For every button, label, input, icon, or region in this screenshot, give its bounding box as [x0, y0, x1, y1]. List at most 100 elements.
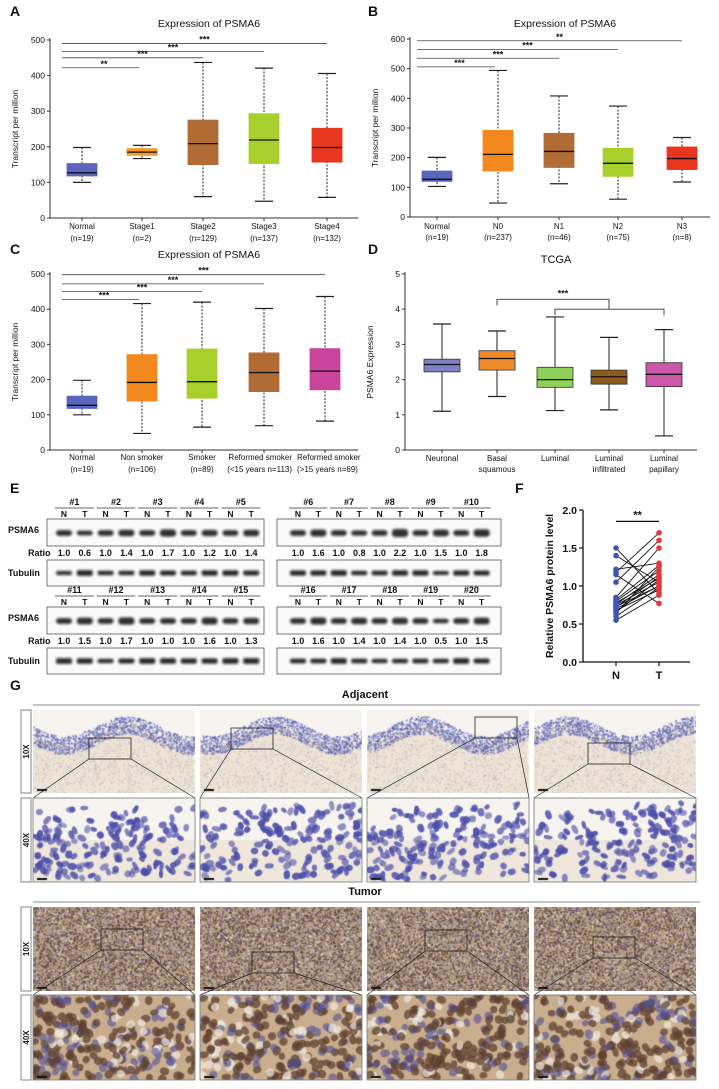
ratio-value: 1.7: [120, 636, 133, 646]
row-label-tubulin: Tubulin: [8, 568, 40, 578]
sample-label: #16: [301, 585, 316, 595]
band-tubulin: [330, 570, 347, 576]
significance-label: ***: [137, 283, 148, 293]
x-tick-sublabel: (>15 years n=69): [297, 465, 358, 474]
panel-label-E: E: [10, 480, 19, 496]
x-tick-label: Smoker: [188, 453, 216, 462]
y-tick-label: 400: [31, 71, 45, 81]
ratio-value: 1.5: [435, 548, 448, 558]
pair-line: [615, 594, 660, 621]
band-tubulin: [76, 658, 93, 664]
band-psma6: [330, 618, 347, 624]
ihc-image-adj-40X-3: [367, 798, 529, 882]
x-tick-sublabel: squamous: [479, 465, 516, 474]
ratio-value: 1.0: [99, 548, 112, 558]
significance-label: ***: [137, 49, 148, 59]
point-tumor: [656, 545, 662, 551]
band-psma6: [392, 529, 408, 537]
section-title-tum: Tumor: [348, 886, 382, 898]
ratio-value: 1.0: [333, 636, 346, 646]
band-tubulin: [290, 570, 306, 576]
band-psma6: [330, 530, 347, 536]
x-tick-label: Reformed smoker: [228, 453, 292, 462]
ratio-value: 1.0: [292, 636, 305, 646]
point-tumor: [656, 537, 662, 544]
box-non-smoker: [126, 354, 158, 402]
y-tick-label: 600: [391, 34, 405, 44]
band-tubulin: [180, 658, 197, 664]
y-tick-label: 1.0: [562, 581, 577, 593]
zoom-line: [516, 737, 530, 799]
band-tubulin: [412, 570, 429, 576]
band-tubulin: [432, 570, 449, 576]
row-label-ratio: Ratio: [28, 548, 51, 558]
lane-label-n: N: [336, 509, 342, 519]
lane-label-t: T: [82, 597, 88, 607]
lane-label-t: T: [357, 597, 363, 607]
lane-label-n: N: [336, 597, 342, 607]
pair-line: [615, 581, 660, 606]
x-tick-label: N: [612, 670, 620, 682]
ratio-value: 1.6: [312, 636, 325, 646]
box-normal: [421, 170, 453, 182]
lane-label-t: T: [397, 509, 403, 519]
lane-label-n: N: [103, 509, 109, 519]
y-tick-label: 500: [31, 35, 45, 45]
band-tubulin: [290, 658, 306, 664]
zoom-line: [32, 949, 102, 996]
y-tick-label: 400: [31, 304, 45, 314]
band-tubulin: [392, 570, 408, 576]
sample-label: #8: [385, 497, 395, 507]
pair-line: [615, 587, 660, 617]
box-smoker: [186, 348, 218, 399]
band-psma6: [160, 618, 176, 624]
band-tubulin: [351, 570, 368, 576]
significance-label: ***: [198, 266, 209, 276]
lane-label-t: T: [438, 509, 444, 519]
ratio-value: 1.0: [162, 636, 175, 646]
x-tick-sublabel: (n=237): [484, 233, 512, 242]
ihc-image-tum-10X-3: [367, 907, 529, 991]
band-tubulin: [222, 658, 239, 664]
band-psma6: [56, 618, 72, 624]
box-stage2: [187, 119, 219, 165]
band-psma6: [412, 530, 429, 536]
chart-title-D: TCGA: [541, 254, 572, 266]
ratio-value: 1.0: [141, 636, 154, 646]
ihc-image-tum-10X-4: [534, 907, 696, 991]
ihc-image-adj-40X-1: [33, 798, 195, 882]
y-axis-label: Transcript per million: [10, 89, 20, 168]
band-tubulin: [201, 570, 218, 576]
y-tick-label: 300: [31, 339, 45, 349]
band-tubulin: [118, 658, 135, 664]
y-tick-label: 0: [40, 213, 45, 223]
lane-label-t: T: [316, 597, 322, 607]
significance-label: ***: [558, 288, 569, 298]
band-psma6: [310, 617, 327, 625]
y-tick-label: 0: [395, 445, 400, 455]
significance-label: ***: [454, 58, 465, 68]
lane-label-t: T: [479, 509, 485, 519]
panel-label-A: A: [10, 3, 20, 19]
zoom-line: [199, 748, 232, 799]
ihc-image-tum-40X-1: [33, 995, 195, 1080]
band-tubulin: [371, 570, 388, 576]
sample-label: #12: [108, 585, 123, 595]
sample-label: #13: [150, 585, 165, 595]
lane-label-n: N: [458, 597, 464, 607]
y-tick-label: 100: [391, 182, 405, 192]
x-tick-label: Normal: [69, 222, 95, 231]
ratio-value: 2.2: [394, 548, 407, 558]
band-tubulin: [201, 658, 218, 664]
sample-label: #10: [464, 497, 479, 507]
band-psma6: [56, 530, 72, 536]
pair-line: [615, 565, 660, 601]
significance-label: **: [556, 32, 564, 42]
band-psma6: [160, 529, 176, 537]
x-tick-label: Luminal: [541, 454, 569, 463]
lane-label-n: N: [186, 509, 192, 519]
band-psma6: [118, 529, 135, 537]
sample-label: #5: [236, 497, 246, 507]
lane-label-t: T: [124, 597, 130, 607]
point-tumor: [656, 584, 662, 591]
